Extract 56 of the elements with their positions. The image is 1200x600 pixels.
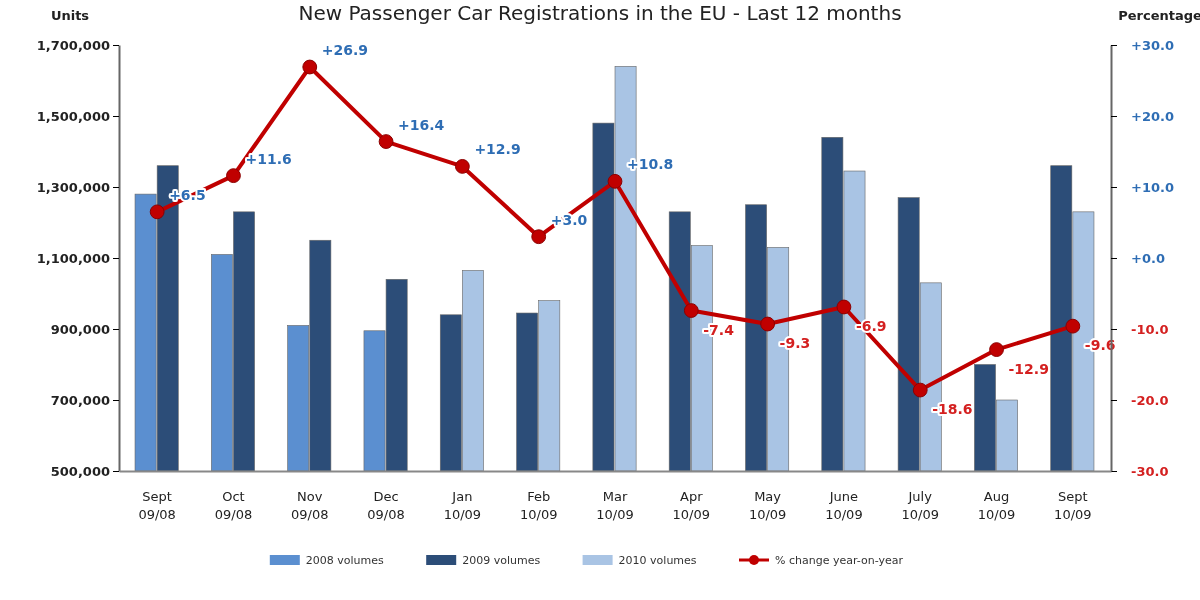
point: [531, 229, 547, 245]
x-tick-label: Sept 09/08: [138, 489, 176, 522]
data-label: +26.9: [321, 42, 369, 59]
x-tick-label: Aug 10/09: [977, 489, 1016, 522]
data-label: -9.3: [779, 335, 811, 352]
y-axis-title: Units: [50, 8, 90, 23]
point: [912, 382, 928, 398]
x-tick-label: June 10/09: [825, 489, 863, 522]
point: [378, 134, 394, 149]
legend-label: 2008 volumes: [305, 554, 385, 567]
y2-tick-label: +0.0: [1131, 250, 1165, 266]
y-tick-label: 700,000: [50, 392, 110, 408]
x-tick-label: Nov 09/08: [291, 489, 329, 522]
point: [683, 303, 699, 318]
x-tick-label: Apr 10/09: [672, 489, 711, 522]
y-tick-label: 500,000: [50, 463, 110, 479]
legend-label: 2010 volumes: [618, 554, 697, 567]
y2-tick-label: +10.0: [1131, 179, 1174, 195]
data-label: -12.9: [1008, 360, 1049, 377]
data-label: -7.4: [703, 321, 735, 338]
y-tick-label: 1,100,000: [36, 250, 110, 266]
point: [302, 59, 318, 75]
data-label: +11.6: [245, 150, 292, 167]
y2-tick-label: +30.0: [1131, 37, 1174, 53]
y2-tick-label: -30.0: [1131, 463, 1169, 479]
point: [1065, 318, 1081, 334]
legend-label: % change year-on-year: [775, 554, 904, 567]
y-tick-label: 1,300,000: [36, 179, 110, 195]
data-label: -18.6: [932, 401, 973, 418]
point: [760, 316, 776, 332]
x-tick-label: Dec 09/08: [367, 489, 405, 522]
y-tick-label: 900,000: [50, 321, 110, 337]
x-tick-label: Sept 10/09: [1054, 489, 1092, 522]
point: [149, 204, 165, 220]
point: [226, 168, 241, 184]
y2-tick-label: +20.0: [1131, 108, 1174, 124]
y-tick-label: 1,700,000: [36, 37, 110, 53]
point: [607, 173, 623, 189]
y2-tick-label: -10.0: [1131, 321, 1169, 337]
point: [454, 159, 470, 174]
point: [989, 342, 1004, 357]
x-tick-label: Feb 10/09: [519, 489, 558, 522]
point: [836, 299, 852, 315]
data-label: +10.8: [627, 156, 674, 173]
x-tick-label: Jan 10/09: [443, 489, 482, 522]
data-label: +6.5: [169, 186, 206, 203]
y2-tick-label: -20.0: [1131, 392, 1169, 408]
x-tick-label: Mar 10/09: [596, 489, 634, 522]
x-tick-label: May 10/09: [748, 489, 787, 522]
chart-title: New Passenger Car Registrations in the EU - Last 12 months: [298, 1, 902, 25]
x-tick-label: July 10/09: [901, 489, 939, 522]
data-label: +12.9: [474, 141, 521, 158]
y-tick-label: 1,500,000: [36, 108, 110, 124]
legend-label: 2009 volumes: [462, 554, 541, 567]
x-tick-label: Oct 09/08: [214, 489, 253, 522]
data-label: +16.4: [398, 116, 445, 133]
